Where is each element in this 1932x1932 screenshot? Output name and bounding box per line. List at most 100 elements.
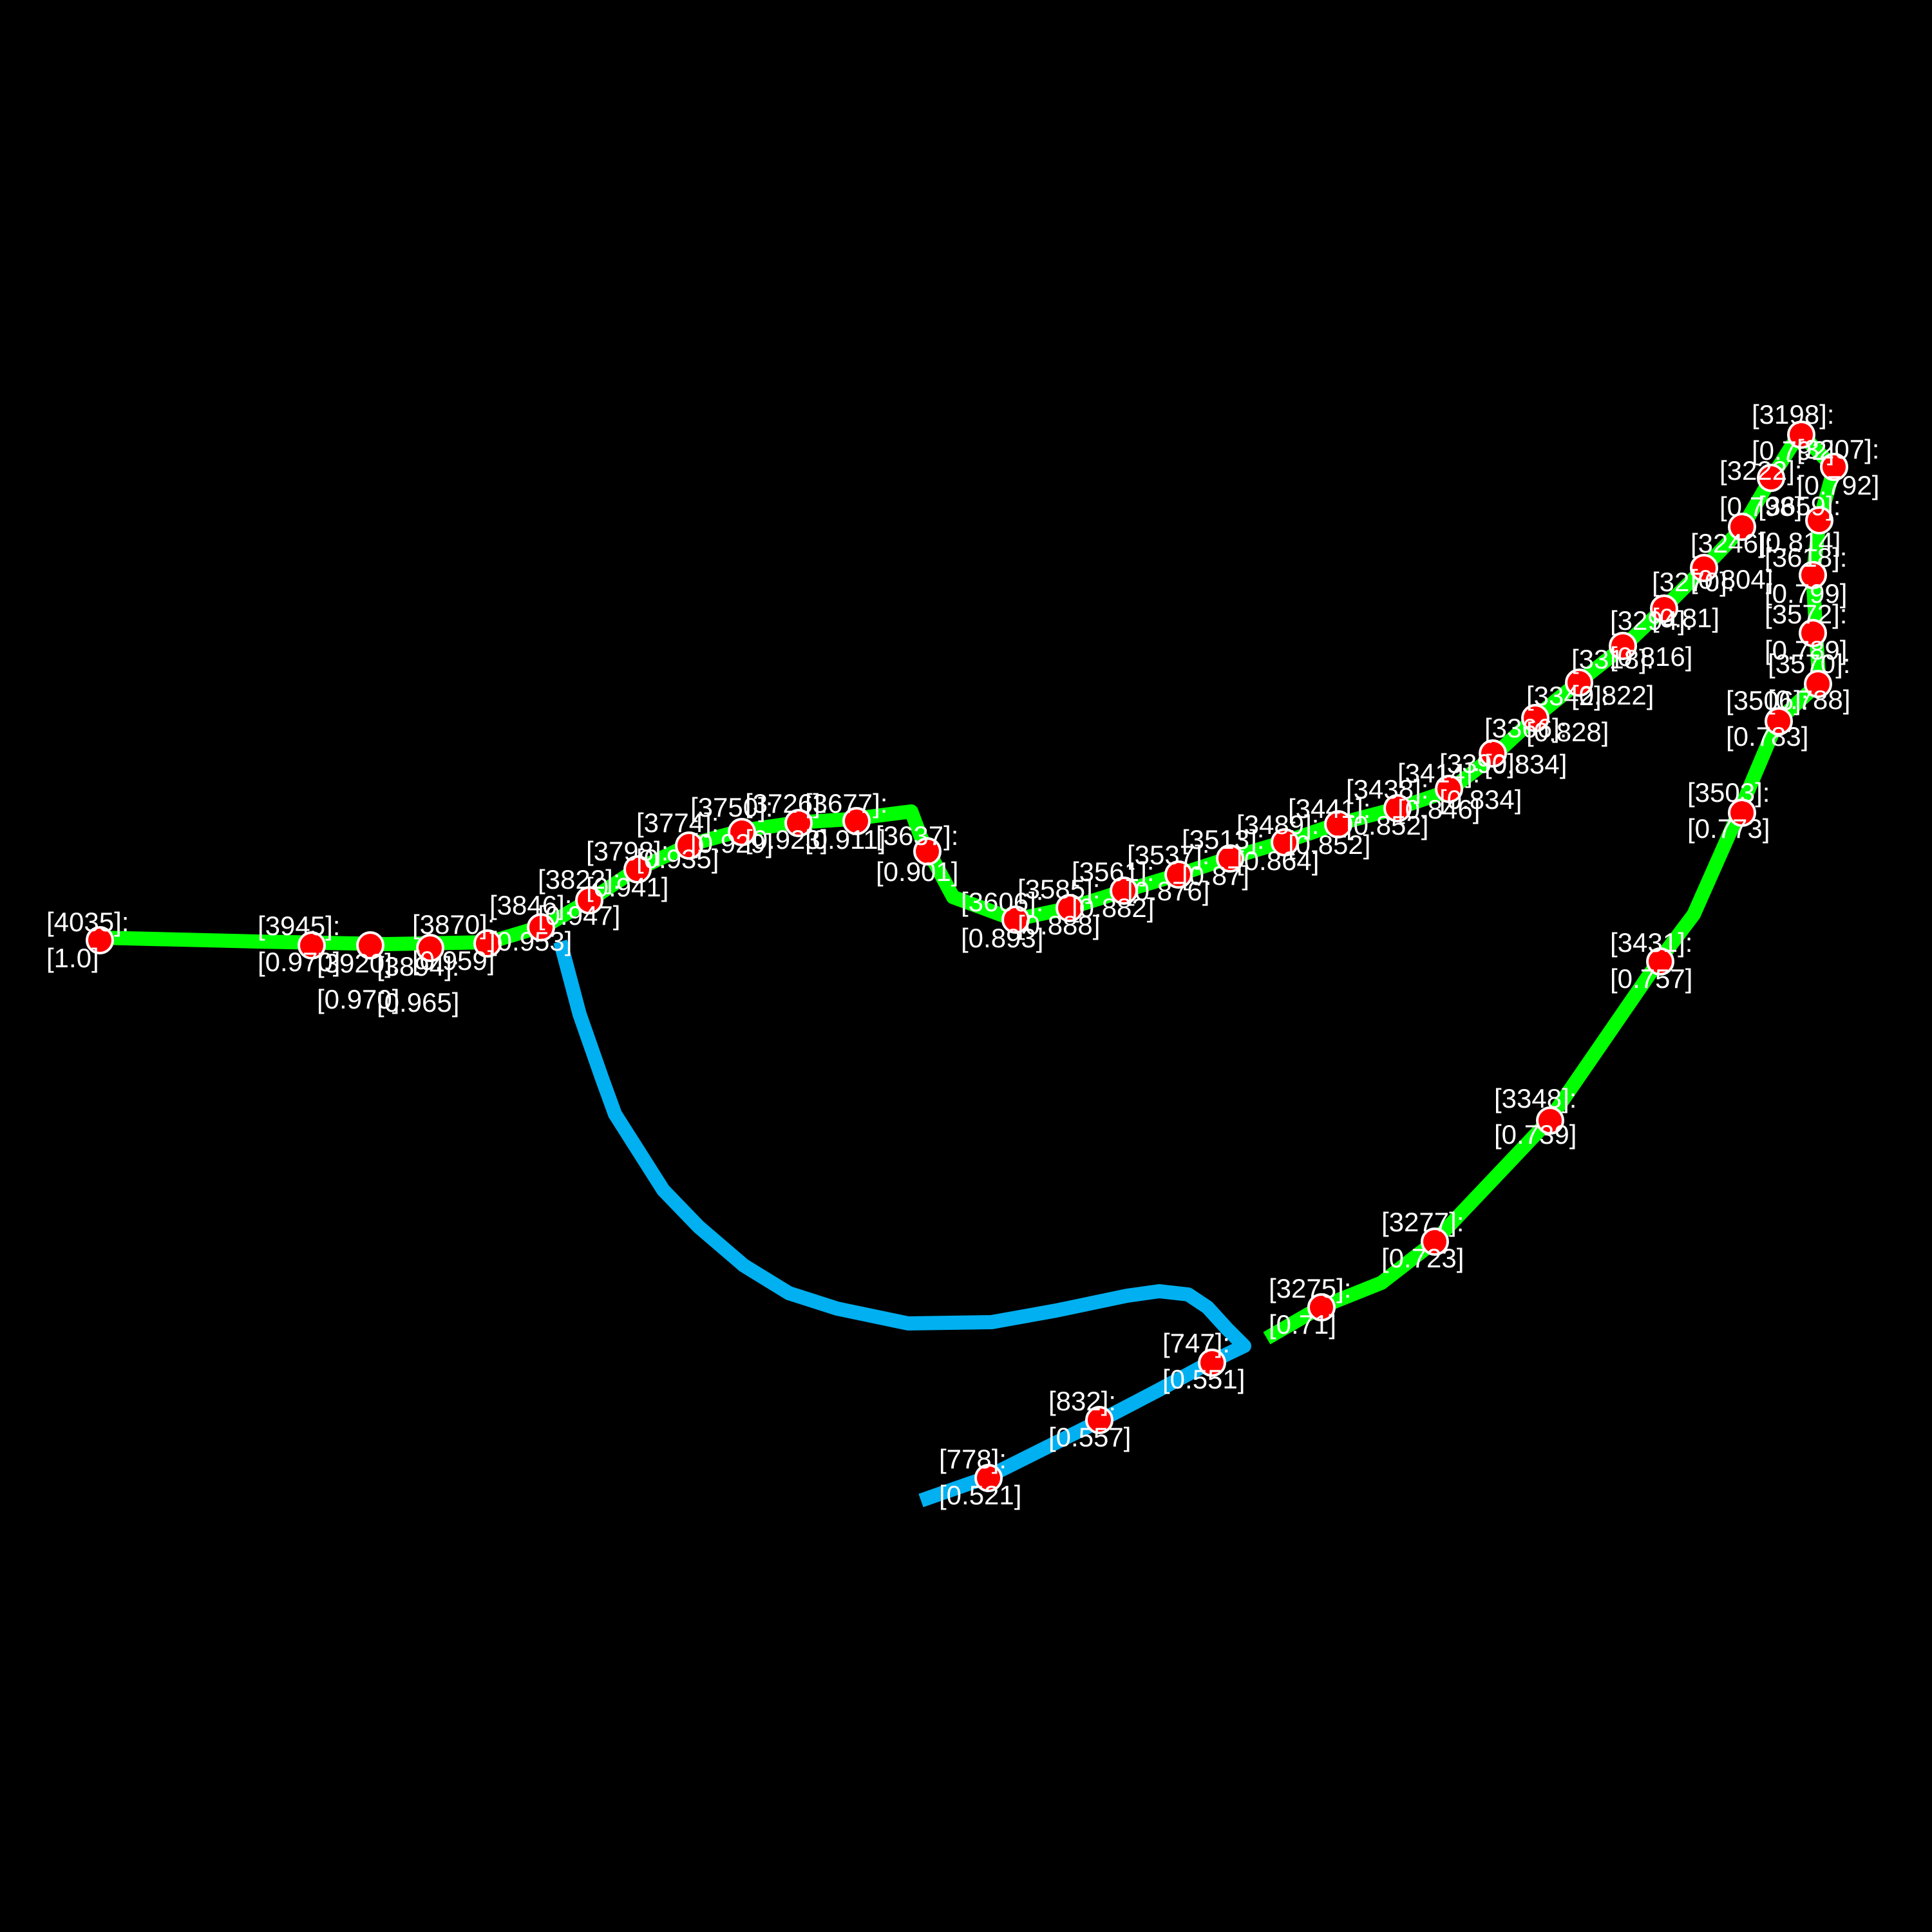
waypoint-value: [0.970] bbox=[317, 984, 399, 1014]
waypoint-value: [0.739] bbox=[1494, 1119, 1577, 1150]
waypoint-value: [0.828] bbox=[1526, 717, 1609, 747]
waypoint-marker bbox=[1728, 513, 1756, 541]
waypoint-value: [0.789] bbox=[1765, 635, 1847, 665]
waypoint-value: [0.911] bbox=[805, 824, 886, 855]
waypoint-label: [3822]: [0.947] bbox=[538, 864, 620, 931]
waypoint-id: [3414]: bbox=[1397, 758, 1480, 788]
waypoint-label: [3390]: [0.834] bbox=[1439, 748, 1522, 815]
waypoint-marker bbox=[728, 818, 756, 846]
waypoint-marker bbox=[1307, 1293, 1336, 1321]
waypoint-id: [778]: bbox=[939, 1444, 1007, 1474]
waypoint-label: [3870]: [0.959] bbox=[412, 909, 495, 976]
waypoint-id: [3870]: bbox=[412, 909, 495, 940]
waypoint-id: [3726]: bbox=[745, 788, 828, 819]
waypoint-label: [3441]: [0.852] bbox=[1288, 793, 1370, 860]
waypoint-marker bbox=[842, 807, 871, 835]
waypoint-label: [3275]: [0.71] bbox=[1269, 1273, 1351, 1340]
waypoint-id: [747]: bbox=[1162, 1328, 1230, 1358]
waypoint-marker bbox=[1799, 619, 1827, 647]
waypoint-label: [3207]: [0.792] bbox=[1797, 434, 1879, 500]
waypoint-value: [0.893] bbox=[961, 923, 1043, 953]
waypoint-label: [747]: [0.551] bbox=[1162, 1328, 1245, 1394]
waypoint-label: [778]: [0.521] bbox=[939, 1444, 1021, 1510]
waypoint-label: [3894]: [0.965] bbox=[377, 951, 459, 1018]
waypoint-value: [0.941] bbox=[586, 872, 668, 902]
waypoint-value: [0.757] bbox=[1610, 963, 1692, 994]
waypoint-value: [0.792] bbox=[1752, 435, 1834, 466]
waypoint-label: [3366]: [0.834] bbox=[1484, 713, 1567, 779]
waypoint-label: [3503]: [0.773] bbox=[1687, 777, 1770, 844]
waypoint-marker bbox=[527, 913, 555, 942]
waypoint-id: [3750]: bbox=[690, 792, 773, 822]
waypoint-value: [0.888] bbox=[1018, 910, 1100, 940]
blue-path-line bbox=[553, 940, 1251, 1508]
waypoint-id: [3366]: bbox=[1484, 713, 1567, 743]
waypoint-id: [3618]: bbox=[1765, 542, 1847, 573]
waypoint-label: [3618]: [0.799] bbox=[1765, 542, 1847, 609]
waypoint-label: [3920]: [0.970] bbox=[317, 948, 399, 1014]
waypoint-marker bbox=[623, 855, 652, 884]
waypoint-label: [3342]: [0.828] bbox=[1526, 681, 1609, 747]
waypoint-label: [3270]: [0.81] bbox=[1652, 567, 1734, 633]
waypoint-id: [3513]: bbox=[1182, 824, 1264, 855]
waypoint-label: [3774]: [0.935] bbox=[636, 808, 719, 874]
waypoint-value: [0.816] bbox=[1610, 641, 1692, 672]
waypoint-label: [3277]: [0.723] bbox=[1381, 1207, 1464, 1273]
waypoint-id: [3207]: bbox=[1797, 434, 1879, 464]
waypoint-id: [3659]: bbox=[1758, 491, 1841, 521]
waypoint-marker bbox=[1164, 860, 1193, 889]
waypoint-id: [3246]: bbox=[1690, 528, 1773, 558]
waypoint-id: [3846]: bbox=[489, 890, 572, 920]
waypoint-marker bbox=[1110, 876, 1138, 905]
waypoint-label: [3945]: [0.970] bbox=[258, 911, 340, 977]
waypoint-value: [0.822] bbox=[1571, 680, 1654, 710]
waypoint-value: [0.965] bbox=[377, 987, 459, 1018]
waypoint-id: [3637]: bbox=[876, 820, 958, 851]
waypoint-label: [3537]: [0.876] bbox=[1127, 840, 1209, 906]
waypoint-value: [0.935] bbox=[636, 844, 719, 874]
waypoint-label: [3561]: [0.882] bbox=[1072, 857, 1154, 923]
waypoint-value: [0.792] bbox=[1797, 470, 1879, 500]
waypoint-marker bbox=[1757, 464, 1785, 492]
waypoint-value: [0.864] bbox=[1236, 846, 1319, 876]
waypoint-id: [3677]: bbox=[805, 788, 887, 819]
waypoint-value: [0.788] bbox=[1768, 685, 1850, 715]
waypoint-label: [3570]: [0.788] bbox=[1768, 649, 1850, 715]
waypoint-value: [0.947] bbox=[538, 900, 620, 931]
waypoint-value: [0.723] bbox=[1381, 1243, 1464, 1273]
waypoint-value: [0.876] bbox=[1127, 876, 1209, 906]
waypoint-id: [3606]: bbox=[961, 887, 1043, 917]
waypoint-label: [3585]: [0.888] bbox=[1018, 874, 1100, 940]
waypoint-label: [3750]: [0.929] bbox=[690, 792, 773, 858]
waypoint-value: [0.783] bbox=[1726, 721, 1808, 752]
waypoint-value: [0.834] bbox=[1484, 749, 1567, 779]
waypoint-value: [0.970] bbox=[258, 947, 340, 977]
waypoint-marker bbox=[1324, 810, 1352, 838]
waypoint-label: [3318]: [0.822] bbox=[1571, 644, 1654, 710]
waypoint-label: [3637]: [0.901] bbox=[876, 820, 958, 887]
waypoint-marker bbox=[298, 931, 326, 960]
waypoint-marker bbox=[1216, 844, 1244, 873]
waypoint-label: [3677]: [0.911] bbox=[805, 788, 887, 855]
waypoint-marker bbox=[86, 926, 114, 954]
waypoint-label: [3846]: [0.953] bbox=[489, 890, 572, 956]
waypoint-marker bbox=[1565, 668, 1593, 697]
waypoint-marker bbox=[1804, 670, 1832, 698]
waypoint-id: [3822]: bbox=[538, 864, 620, 895]
waypoint-id: [3774]: bbox=[636, 808, 719, 838]
waypoint-markers bbox=[86, 421, 1848, 1492]
waypoint-value: [0.799] bbox=[1765, 578, 1847, 609]
waypoint-id: [3585]: bbox=[1018, 874, 1100, 904]
waypoint-marker bbox=[1085, 1406, 1113, 1434]
waypoint-id: [3572]: bbox=[1765, 599, 1847, 629]
waypoint-value: [0.798] bbox=[1719, 491, 1802, 522]
waypoint-marker bbox=[1271, 828, 1299, 857]
waypoint-value: [0.852] bbox=[1346, 810, 1428, 840]
waypoint-id: [3561]: bbox=[1072, 857, 1154, 887]
waypoint-marker bbox=[1383, 794, 1412, 822]
waypoint-label: [3659]: [0.814] bbox=[1758, 491, 1841, 557]
waypoint-value: [0.557] bbox=[1048, 1422, 1131, 1452]
waypoint-id: [3798]: bbox=[586, 836, 668, 866]
waypoint-id: [3503]: bbox=[1687, 777, 1770, 808]
